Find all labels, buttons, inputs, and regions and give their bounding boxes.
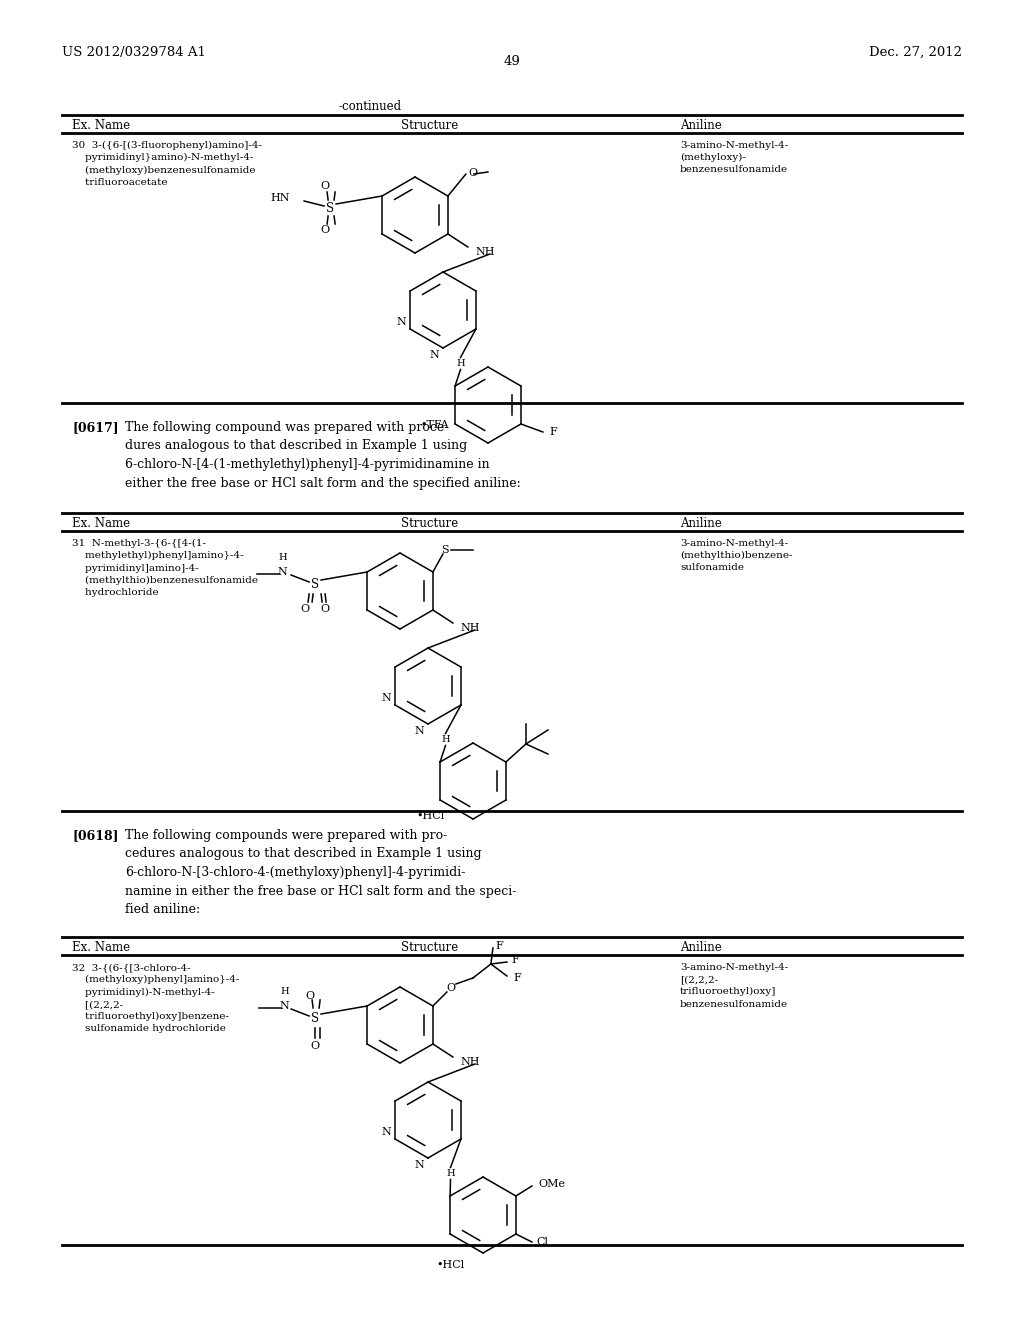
Text: O: O [300, 605, 309, 614]
Text: F: F [495, 941, 503, 950]
Text: N: N [396, 317, 407, 327]
Text: 49: 49 [504, 55, 520, 69]
Text: N: N [415, 726, 424, 737]
Text: H: H [279, 553, 287, 562]
Text: S: S [311, 578, 319, 590]
Text: N: N [381, 1127, 391, 1137]
Text: O: O [310, 1041, 319, 1051]
Text: •TFA: •TFA [421, 420, 450, 430]
Text: O: O [468, 168, 477, 178]
Text: [0617]: [0617] [72, 421, 119, 434]
Text: O: O [446, 983, 456, 993]
Text: O: O [321, 224, 330, 235]
Text: •HCl: •HCl [436, 1261, 464, 1270]
Text: Ex. Name: Ex. Name [72, 119, 130, 132]
Text: Structure: Structure [401, 119, 459, 132]
Text: NH: NH [461, 623, 480, 634]
Text: N: N [280, 1001, 289, 1011]
Text: Aniline: Aniline [680, 941, 722, 954]
Text: Aniline: Aniline [680, 517, 722, 531]
Text: NH: NH [461, 1057, 480, 1067]
Text: S: S [326, 202, 334, 214]
Text: N: N [381, 693, 391, 704]
Text: 3-amino-N-methyl-4-
(methyloxy)-
benzenesulfonamide: 3-amino-N-methyl-4- (methyloxy)- benzene… [680, 141, 788, 174]
Text: H: H [441, 735, 450, 744]
Text: O: O [321, 605, 330, 614]
Text: The following compounds were prepared with pro-
cedures analogous to that descri: The following compounds were prepared wi… [125, 829, 516, 916]
Text: •HCl: •HCl [416, 810, 444, 821]
Text: H: H [456, 359, 465, 368]
Text: US 2012/0329784 A1: US 2012/0329784 A1 [62, 46, 206, 59]
Text: 3-amino-N-methyl-4-
(methylthio)benzene-
sulfonamide: 3-amino-N-methyl-4- (methylthio)benzene-… [680, 539, 793, 573]
Text: The following compound was prepared with proce-
dures analogous to that describe: The following compound was prepared with… [125, 421, 521, 490]
Text: 31  N-methyl-3-{6-{[4-(1-
    methylethyl)phenyl]amino}-4-
    pyrimidinyl]amino: 31 N-methyl-3-{6-{[4-(1- methylethyl)phe… [72, 539, 258, 597]
Text: OMe: OMe [538, 1179, 565, 1189]
Text: N: N [415, 1160, 424, 1170]
Text: H: H [281, 987, 289, 997]
Text: N: N [278, 568, 287, 577]
Text: O: O [305, 991, 314, 1001]
Text: F: F [513, 973, 520, 983]
Text: Structure: Structure [401, 941, 459, 954]
Text: HN: HN [270, 193, 290, 203]
Text: N: N [429, 350, 439, 360]
Text: Ex. Name: Ex. Name [72, 517, 130, 531]
Text: [0618]: [0618] [72, 829, 119, 842]
Text: F: F [511, 954, 519, 965]
Text: Dec. 27, 2012: Dec. 27, 2012 [869, 46, 962, 59]
Text: Cl: Cl [536, 1237, 548, 1247]
Text: S: S [441, 545, 449, 554]
Text: O: O [321, 181, 330, 191]
Text: Ex. Name: Ex. Name [72, 941, 130, 954]
Text: 32  3-{(6-{[3-chloro-4-
    (methyloxy)phenyl]amino}-4-
    pyrimidinyl)-N-methy: 32 3-{(6-{[3-chloro-4- (methyloxy)phenyl… [72, 964, 240, 1034]
Text: S: S [311, 1011, 319, 1024]
Text: Aniline: Aniline [680, 119, 722, 132]
Text: F: F [549, 426, 557, 437]
Text: NH: NH [476, 247, 496, 257]
Text: 3-amino-N-methyl-4-
[(2,2,2-
trifluoroethyl)oxy]
benzenesulfonamide: 3-amino-N-methyl-4- [(2,2,2- trifluoroet… [680, 964, 788, 1008]
Text: H: H [446, 1170, 455, 1179]
Text: Structure: Structure [401, 517, 459, 531]
Text: 30  3-({6-[(3-fluorophenyl)amino]-4-
    pyrimidinyl}amino)-N-methyl-4-
    (met: 30 3-({6-[(3-fluorophenyl)amino]-4- pyri… [72, 141, 262, 187]
Text: -continued: -continued [339, 100, 401, 114]
